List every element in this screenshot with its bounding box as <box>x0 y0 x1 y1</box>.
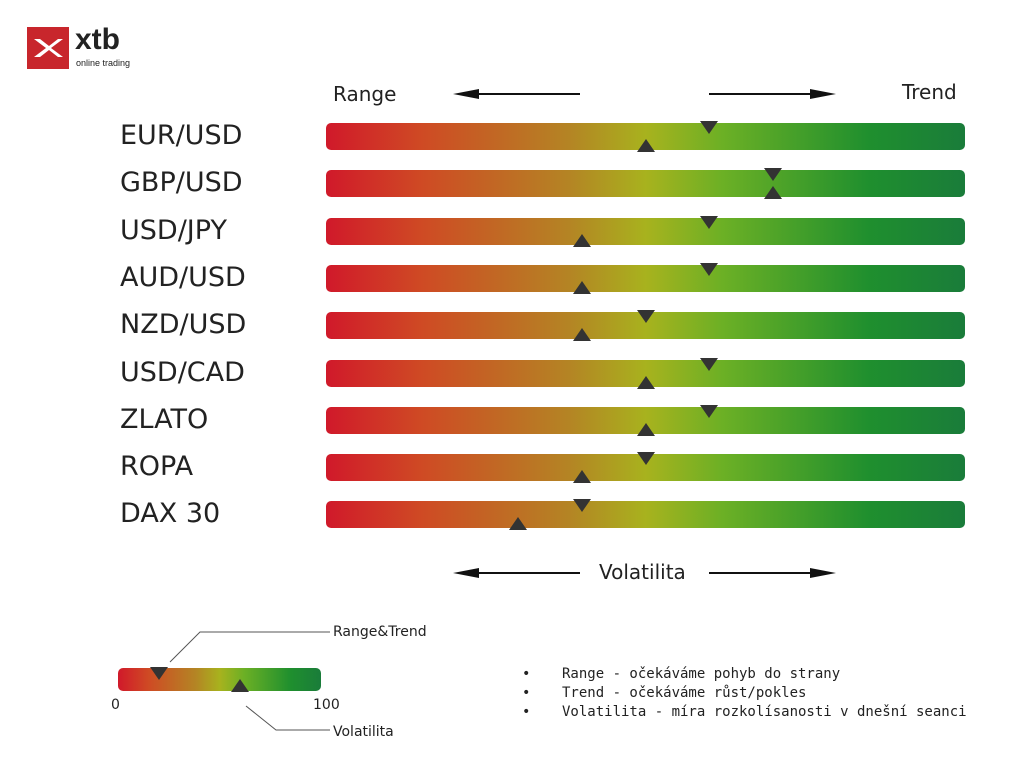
instrument-bar <box>326 170 965 197</box>
volatility-marker <box>572 470 591 483</box>
trend-marker <box>700 263 719 276</box>
legend-max-label: 100 <box>313 697 340 713</box>
instrument-label: AUD/USD <box>120 262 246 293</box>
legend-leader-lines <box>169 631 330 731</box>
volatility-marker <box>572 234 591 247</box>
legend-trend-marker <box>149 667 168 680</box>
note-item: • Volatilita - míra rozkolísanosti v dneš… <box>522 703 967 722</box>
bullet: • <box>522 666 531 682</box>
instrument-bar <box>326 218 965 245</box>
bullet: • <box>522 685 531 701</box>
trend-marker <box>764 168 783 181</box>
volatility-marker <box>764 186 783 199</box>
volatility-marker <box>636 139 655 152</box>
range-header: Range <box>333 82 397 106</box>
trend-marker <box>700 121 719 134</box>
instrument-bar <box>326 501 965 528</box>
note-text: Trend - očekáváme růst/pokles <box>562 685 807 701</box>
arrow-left-icon <box>453 568 580 578</box>
volatility-marker <box>636 376 655 389</box>
volatility-axis-label: Volatilita <box>599 560 686 584</box>
arrow-right-icon <box>709 568 836 578</box>
arrow-left-icon <box>453 89 580 99</box>
instrument-label: ROPA <box>120 451 194 482</box>
legend-volatility-marker <box>230 679 249 692</box>
trend-header: Trend <box>902 80 957 104</box>
note-text: Range - očekáváme pohyb do strany <box>562 666 841 682</box>
instrument-label: ZLATO <box>120 404 209 435</box>
instrument-label: GBP/USD <box>120 167 243 198</box>
trend-marker <box>572 499 591 512</box>
note-item: • Trend - očekáváme růst/pokles <box>522 684 967 703</box>
trend-marker <box>636 310 655 323</box>
instrument-label: USD/CAD <box>120 357 245 388</box>
logo-mark <box>27 27 69 69</box>
volatility-marker <box>508 517 527 530</box>
trend-marker <box>636 452 655 465</box>
instrument-label: DAX 30 <box>120 498 221 529</box>
trend-marker <box>700 405 719 418</box>
bullet: • <box>522 704 531 720</box>
volatility-marker <box>572 328 591 341</box>
notes-list: • Range - očekáváme pohyb do strany • Tren… <box>522 665 967 722</box>
instrument-label: NZD/USD <box>120 309 247 340</box>
logo-name: xtb <box>75 23 120 56</box>
note-item: • Range - očekáváme pohyb do strany <box>522 665 967 684</box>
volatility-marker <box>636 423 655 436</box>
logo-tagline: online trading <box>76 58 131 68</box>
volatility-marker <box>572 281 591 294</box>
instrument-label: EUR/USD <box>120 120 243 151</box>
note-text: Volatilita - míra rozkolísanosti v dnešn… <box>562 704 967 720</box>
legend-volatility-label: Volatilita <box>333 724 394 740</box>
legend-bar <box>118 668 321 691</box>
legend-trend-label: Range&Trend <box>333 624 427 640</box>
legend-min-label: 0 <box>111 697 120 713</box>
instrument-bar <box>326 265 965 292</box>
trend-marker <box>700 358 719 371</box>
instrument-label: USD/JPY <box>120 215 227 246</box>
x-mark-icon <box>34 39 63 57</box>
arrow-right-icon <box>709 89 836 99</box>
xtb-logo: xtb online trading <box>27 23 147 71</box>
trend-marker <box>700 216 719 229</box>
